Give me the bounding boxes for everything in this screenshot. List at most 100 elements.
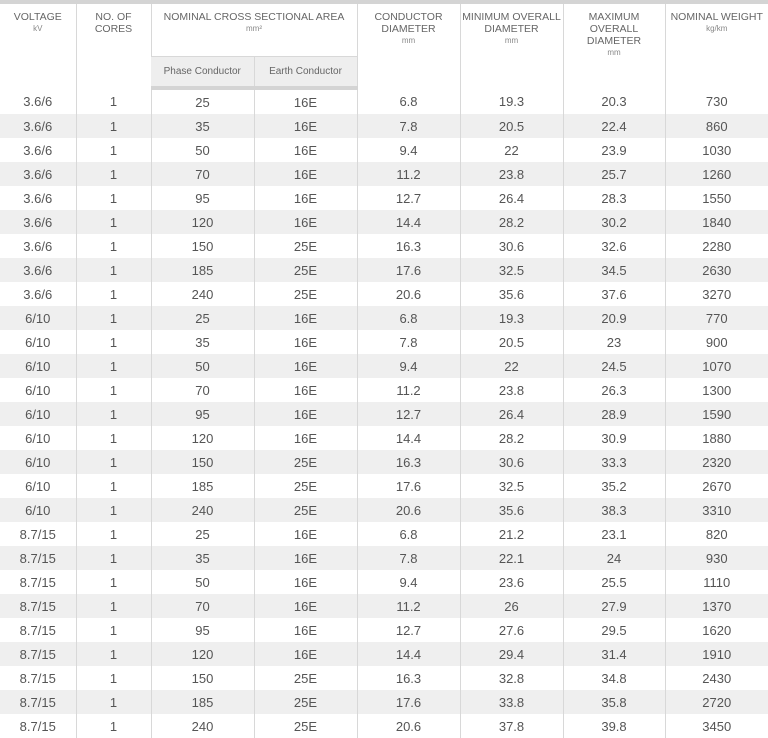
table-cell: 8.7/15 — [19, 670, 56, 686]
table-cell: 39.8 — [562, 714, 665, 738]
table-cell: 770 — [664, 306, 768, 330]
table-cell: 19.3 — [459, 306, 563, 330]
table-cell: 1 — [75, 642, 151, 666]
table-cell: 25E — [253, 282, 357, 306]
table-row: 8.7/15 1 150 25E 16.3 32.8 34.8 2430 — [0, 666, 768, 690]
table-cell: 1370 — [664, 594, 768, 618]
table-cell: 16E — [253, 138, 357, 162]
table-cell: 14.4 — [356, 642, 460, 666]
table-row: 3.6/6 1 35 16E 7.8 20.5 22.4 860 — [0, 114, 768, 138]
table-cell: 1 — [75, 522, 151, 546]
table-row: 8.7/15 1 185 25E 17.6 33.8 35.8 2720 — [0, 690, 768, 714]
table-cell: 16E — [253, 426, 357, 450]
header-weight: NOMINAL WEIGHT kg/km — [664, 4, 768, 88]
table-row: 6/10 1 70 16E 11.2 23.8 26.3 1300 — [0, 378, 768, 402]
table-cell: 30.6 — [459, 450, 563, 474]
table-row: 6/10 1 95 16E 12.7 26.4 28.9 1590 — [0, 402, 768, 426]
table-cell: 3.6/6 — [0, 162, 76, 186]
table-cell: 25E — [253, 258, 357, 282]
table-cell: 6/10 — [0, 450, 76, 474]
table-cell: 16E — [253, 522, 357, 546]
table-row: 8.7/15 1 240 25E 20.6 37.8 39.8 3450 — [0, 714, 768, 738]
table-cell: 120 — [150, 426, 254, 450]
table-cell: 50 — [150, 570, 254, 594]
table-cell: 28.2 — [459, 426, 563, 450]
table-cell: 16E — [253, 618, 357, 642]
table-cell: 28.2 — [459, 210, 563, 234]
table-cell: 1 — [75, 234, 151, 258]
table-cell: 7.8 — [356, 330, 460, 354]
table-cell: 25.7 — [562, 162, 665, 186]
table-cell: 11.2 — [356, 378, 460, 402]
table-cell: 3.6/6 — [23, 286, 53, 302]
table-cell: 37.8 — [459, 714, 563, 738]
table-cell: 1 — [75, 138, 151, 162]
table-cell: 730 — [664, 88, 768, 114]
table-row: 6/10 1 25 16E 6.8 19.3 20.9 770 — [0, 306, 768, 330]
table-cell: 32.6 — [562, 234, 665, 258]
table-cell: 1 — [75, 114, 151, 138]
table-cell: 16E — [253, 594, 357, 618]
table-cell: 1 — [75, 162, 151, 186]
table-cell: 25E — [253, 498, 357, 522]
table-cell: 1 — [75, 210, 151, 234]
table-cell: 3.6/6 — [23, 93, 53, 109]
table-cell: 95 — [150, 402, 254, 426]
table-cell: 240 — [150, 282, 254, 306]
table-cell: 6/10 — [25, 334, 51, 350]
table-cell: 3310 — [664, 498, 768, 522]
table-cell: 820 — [664, 522, 768, 546]
table-row: 3.6/6 1 240 25E 20.6 35.6 37.6 3270 — [0, 282, 768, 306]
table-cell: 20.6 — [356, 714, 460, 738]
table-cell: 95 — [150, 186, 254, 210]
table-row: 3.6/6 1 185 25E 17.6 32.5 34.5 2630 — [0, 258, 768, 282]
table-row: 3.6/6 1 95 16E 12.7 26.4 28.3 1550 — [0, 186, 768, 210]
table-cell: 25E — [253, 234, 357, 258]
table-cell: 6.8 — [356, 88, 460, 114]
table-cell: 1 — [75, 88, 151, 114]
table-cell: 6/10 — [0, 498, 76, 522]
table-cell: 25 — [150, 306, 254, 330]
table-cell: 3270 — [664, 282, 768, 306]
table-cell: 8.7/15 — [19, 718, 56, 734]
table-cell: 20.3 — [562, 88, 665, 114]
table-row: 3.6/6 1 120 16E 14.4 28.2 30.2 1840 — [0, 210, 768, 234]
table-cell: 1880 — [664, 426, 768, 450]
table-cell: 9.4 — [356, 354, 460, 378]
table-cell: 95 — [150, 618, 254, 642]
table-cell: 17.6 — [356, 258, 460, 282]
table-cell: 3.6/6 — [23, 142, 53, 158]
table-cell: 17.6 — [356, 690, 460, 714]
table-cell: 25E — [253, 690, 357, 714]
table-cell: 1 — [75, 690, 151, 714]
table-cell: 26.4 — [459, 402, 563, 426]
table-cell: 27.6 — [459, 618, 563, 642]
table-cell: 16E — [253, 306, 357, 330]
header-max-diameter: MAXIMUM OVERALL DIAMETER mm — [562, 4, 665, 88]
table-cell: 2430 — [664, 666, 768, 690]
table-cell: 23.6 — [459, 570, 563, 594]
table-cell: 860 — [664, 114, 768, 138]
table-cell: 25E — [253, 666, 357, 690]
header-area: NOMINAL CROSS SECTIONAL AREA mm² — [150, 4, 357, 57]
table-cell: 2670 — [664, 474, 768, 498]
table-cell: 6/10 — [0, 354, 76, 378]
table-cell: 150 — [150, 234, 254, 258]
table-cell: 25E — [253, 474, 357, 498]
table-cell: 1 — [75, 354, 151, 378]
table-cell: 23.1 — [562, 522, 665, 546]
table-row: 3.6/6 1 25 16E 6.8 19.3 20.3 730 — [0, 88, 768, 114]
table-row: 8.7/15 1 50 16E 9.4 23.6 25.5 1110 — [0, 570, 768, 594]
table-cell: 7.8 — [356, 546, 460, 570]
header-phase-conductor: Phase Conductor — [151, 56, 254, 90]
table-cell: 19.3 — [459, 88, 563, 114]
table-cell: 16E — [253, 378, 357, 402]
table-cell: 14.4 — [356, 210, 460, 234]
table-cell: 22.1 — [459, 546, 563, 570]
table-cell: 1590 — [664, 402, 768, 426]
table-row: 6/10 1 150 25E 16.3 30.6 33.3 2320 — [0, 450, 768, 474]
table-cell: 8.7/15 — [19, 526, 56, 542]
table-cell: 30.6 — [459, 234, 563, 258]
table-cell: 6/10 — [25, 382, 51, 398]
